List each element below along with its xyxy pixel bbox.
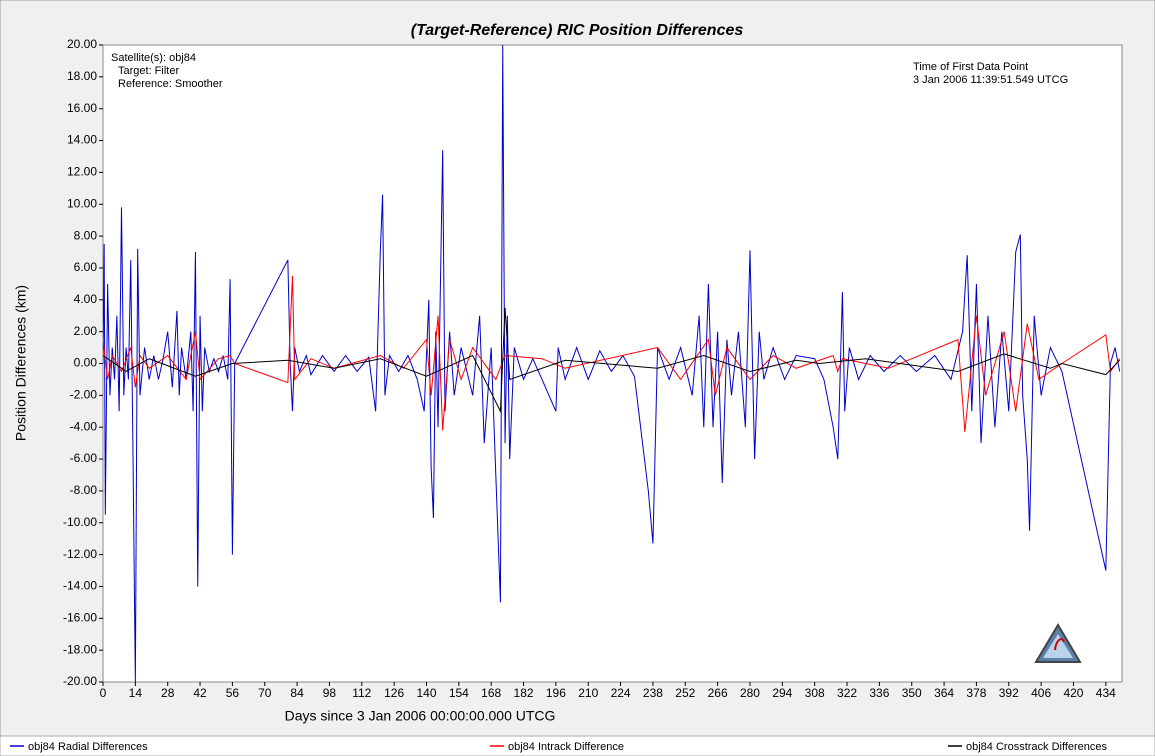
y-tick-label: -16.00: [63, 610, 97, 624]
series-line: [103, 275, 1121, 433]
x-tick-label: 266: [708, 686, 728, 700]
y-tick-label: 4.00: [74, 292, 98, 306]
series-line: [103, 307, 1121, 414]
x-tick-label: 168: [481, 686, 501, 700]
annotation: 3 Jan 2006 11:39:51.549 UTCG: [913, 74, 1068, 86]
y-tick-label: 10.00: [67, 196, 97, 210]
x-tick-label: 420: [1063, 686, 1083, 700]
x-tick-label: 364: [934, 686, 954, 700]
x-axis-label: Days since 3 Jan 2006 00:00:00.000 UTCG: [285, 708, 556, 724]
y-axis-label: Position Differences (km): [13, 285, 29, 441]
x-tick-label: 182: [514, 686, 534, 700]
x-tick-label: 280: [740, 686, 760, 700]
x-tick-label: 406: [1031, 686, 1051, 700]
y-tick-label: -18.00: [63, 642, 97, 656]
y-tick-label: 16.00: [67, 101, 97, 115]
x-tick-label: 378: [966, 686, 986, 700]
x-tick-label: 252: [675, 686, 695, 700]
x-tick-label: 210: [578, 686, 598, 700]
x-tick-label: 98: [323, 686, 337, 700]
x-tick-label: 308: [805, 686, 825, 700]
annotation: Time of First Data Point: [913, 61, 1028, 73]
x-tick-label: 350: [902, 686, 922, 700]
legend-label: obj84 Radial Differences: [28, 741, 148, 753]
y-tick-label: -12.00: [63, 547, 97, 561]
x-tick-label: 112: [352, 686, 371, 700]
x-tick-label: 70: [258, 686, 272, 700]
x-tick-label: 224: [611, 686, 631, 700]
x-tick-label: 56: [226, 686, 240, 700]
x-tick-label: 154: [449, 686, 469, 700]
x-tick-label: 84: [290, 686, 304, 700]
y-tick-label: 12.00: [67, 165, 97, 179]
chart-title: (Target-Reference) RIC Position Differen…: [411, 22, 744, 39]
legend-label: obj84 Intrack Difference: [508, 741, 624, 753]
x-tick-label: 28: [161, 686, 175, 700]
y-tick-label: -6.00: [70, 451, 98, 465]
annotation: Reference: Smoother: [118, 78, 223, 90]
x-tick-label: 42: [193, 686, 207, 700]
x-tick-label: 238: [643, 686, 663, 700]
y-tick-label: 0.00: [74, 356, 98, 370]
x-tick-label: 126: [384, 686, 404, 700]
annotation: Satellite(s): obj84: [111, 52, 196, 64]
series-group: [103, 45, 1121, 682]
x-tick-label: 140: [416, 686, 436, 700]
legend-label: obj84 Crosstrack Differences: [966, 741, 1108, 753]
y-tick-label: 18.00: [67, 69, 97, 83]
x-tick-label: 434: [1096, 686, 1116, 700]
x-tick-label: 322: [837, 686, 857, 700]
y-tick-label: 2.00: [74, 324, 98, 338]
x-tick-label: 294: [772, 686, 792, 700]
series-line: [103, 45, 1121, 682]
legend-bar: [0, 735, 1155, 756]
y-tick-label: 14.00: [67, 133, 97, 147]
x-tick-label: 196: [546, 686, 566, 700]
x-tick-label: 14: [129, 686, 143, 700]
annotation: Target: Filter: [118, 65, 179, 77]
y-tick-label: 6.00: [74, 260, 98, 274]
x-tick-label: 336: [869, 686, 889, 700]
y-tick-label: 8.00: [74, 228, 98, 242]
logo: [1034, 623, 1082, 663]
y-tick-label: -14.00: [63, 579, 97, 593]
y-tick-label: -10.00: [63, 515, 97, 529]
y-tick-label: -20.00: [63, 674, 97, 688]
y-tick-label: -4.00: [70, 419, 98, 433]
y-tick-label: 20.00: [67, 37, 97, 51]
x-tick-label: 0: [100, 686, 107, 700]
y-tick-label: -8.00: [70, 483, 98, 497]
x-tick-label: 392: [999, 686, 1019, 700]
y-tick-label: -2.00: [70, 388, 98, 402]
plot-area: [102, 44, 1123, 683]
